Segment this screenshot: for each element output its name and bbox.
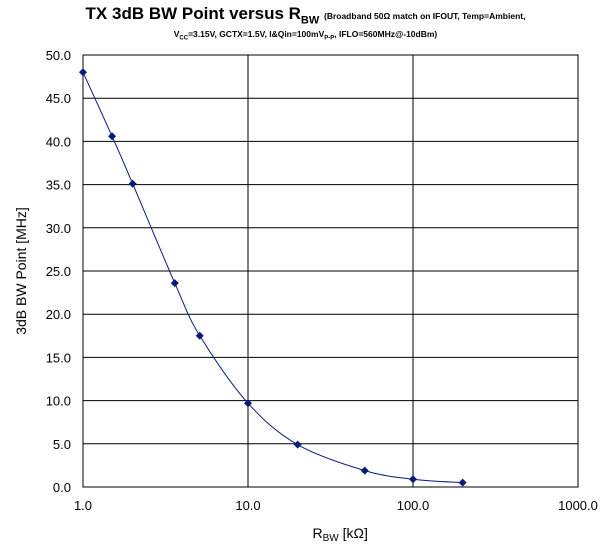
y-tick-label: 50.0	[46, 48, 71, 63]
x-tick-label: 10.0	[235, 498, 260, 513]
x-tick-label: 1000.0	[558, 498, 598, 513]
data-point	[293, 440, 302, 449]
y-tick-label: 15.0	[46, 350, 71, 365]
data-point	[79, 68, 87, 77]
title-mid: =3.15V, GCTX=1.5V, I&Qin=100mV	[188, 29, 325, 40]
data-point	[108, 132, 117, 141]
x-axis-label-subscript: BW	[323, 533, 340, 544]
y-tick-label: 10.0	[46, 394, 71, 409]
x-tick-label: 1.0	[74, 498, 92, 513]
data-point	[409, 475, 417, 484]
data-point	[458, 478, 467, 487]
y-tick-label: 0.0	[53, 480, 71, 495]
y-tick-label: 20.0	[46, 307, 71, 322]
y-tick-label: 30.0	[46, 221, 71, 236]
title-main-subscript: BW	[300, 14, 320, 27]
y-axis-label: 3dB BW Point [MHz]	[13, 207, 29, 335]
y-tick-labels: 0.0 5.0 10.0 15.0 20.0 25.0 30.0 35.0 40.0 45.0 50…	[46, 48, 71, 495]
series-points	[79, 68, 467, 487]
data-point	[360, 466, 369, 475]
y-tick-label: 40.0	[46, 134, 71, 149]
title-vcc: V	[173, 29, 180, 40]
data-point	[244, 399, 252, 408]
y-tick-label: 5.0	[53, 437, 71, 452]
data-point	[195, 331, 204, 340]
x-axis-label-unit: [kΩ]	[339, 525, 368, 541]
chart-title: TX 3dB BW Point versus RBW (Broadband 50…	[0, 4, 611, 42]
x-axis-label-main: R	[313, 525, 323, 541]
title-vpp-sub: P-P	[324, 36, 335, 43]
title-vcc-sub: CC	[179, 36, 189, 43]
data-point	[170, 279, 179, 288]
y-tick-label: 25.0	[46, 264, 71, 279]
series-line	[82, 72, 463, 484]
y-tick-label: 35.0	[46, 178, 71, 193]
title-line-2: VCC=3.15V, GCTX=1.5V, I&Qin=100mVP-P, IF…	[0, 29, 611, 42]
data-point	[128, 179, 137, 188]
y-tick-label: 45.0	[46, 91, 71, 106]
grid	[82, 54, 579, 488]
title-end: , IFLO=560MHz@-10dBm)	[334, 29, 438, 40]
title-main: TX 3dB BW Point versus R	[85, 4, 301, 23]
x-axis-label: RBW [kΩ]	[313, 525, 368, 544]
x-tick-labels: 1.0 10.0 100.0 1000.0	[74, 498, 598, 513]
x-tick-label: 100.0	[397, 498, 430, 513]
title-note: (Broadband 50Ω match on IFOUT, Temp=Ambi…	[323, 11, 526, 21]
plot-frame	[82, 54, 579, 488]
title-line-1: TX 3dB BW Point versus RBW (Broadband 50…	[0, 4, 611, 26]
